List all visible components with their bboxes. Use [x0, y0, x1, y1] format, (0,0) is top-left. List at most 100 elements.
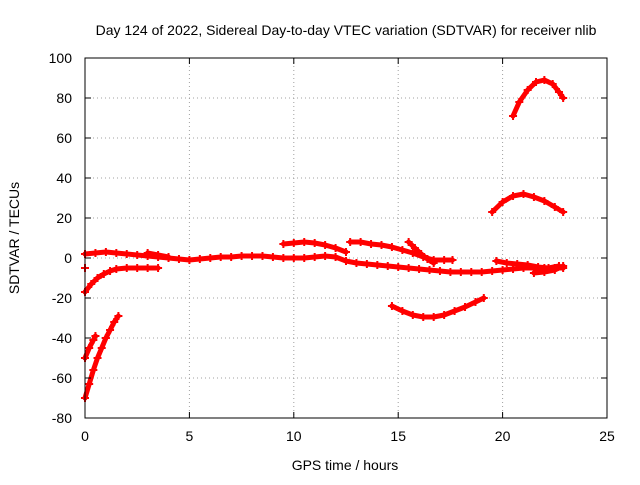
- data-point: [93, 274, 102, 282]
- data-point: [237, 252, 246, 260]
- series-trace: [531, 263, 566, 276]
- data-point: [106, 267, 115, 275]
- data-point: [548, 80, 557, 88]
- data-point: [523, 261, 532, 269]
- data-point: [492, 257, 501, 265]
- data-point: [101, 248, 110, 256]
- data-point: [532, 78, 541, 86]
- data-point: [195, 255, 204, 263]
- data-point: [91, 332, 100, 340]
- y-tick-label: 100: [49, 50, 73, 66]
- data-point: [488, 267, 497, 275]
- data-point: [387, 302, 396, 310]
- data-point: [362, 260, 371, 268]
- data-point: [289, 239, 298, 247]
- series-7: [346, 238, 457, 264]
- data-point: [342, 257, 350, 265]
- data-point: [122, 250, 131, 258]
- data-point: [477, 268, 486, 276]
- data-point: [216, 253, 225, 261]
- x-tick-label: 15: [390, 428, 406, 444]
- plot-frame: [84, 57, 608, 419]
- data-point: [509, 265, 518, 273]
- data-point: [404, 238, 413, 246]
- data-point: [346, 238, 355, 246]
- x-tick-label: 20: [495, 428, 511, 444]
- data-point: [89, 366, 98, 374]
- series-12: [492, 257, 563, 272]
- data-point: [509, 112, 518, 120]
- data-point: [143, 264, 152, 272]
- data-point: [461, 303, 470, 311]
- grid-layer: [85, 58, 607, 418]
- series-9: [387, 294, 488, 321]
- y-tick-label: -60: [52, 370, 72, 386]
- data-point: [97, 344, 106, 352]
- data-point: [398, 307, 407, 315]
- data-point: [300, 254, 309, 262]
- data-point: [559, 262, 568, 270]
- data-point: [440, 256, 449, 264]
- x-tick-label: 25: [599, 428, 615, 444]
- data-point: [133, 264, 142, 272]
- data-point: [519, 190, 528, 198]
- data-point: [321, 241, 330, 249]
- series-13: [529, 262, 568, 277]
- data-point: [404, 264, 413, 272]
- data-point: [331, 253, 340, 261]
- y-tick-label: -20: [52, 290, 72, 306]
- y-tick-label: -40: [52, 330, 72, 346]
- y-axis-title: SDTVAR / TECUs: [6, 182, 22, 294]
- data-point: [559, 208, 568, 216]
- data-point: [101, 334, 110, 342]
- data-point: [133, 251, 142, 259]
- data-point: [450, 307, 459, 315]
- data-point: [394, 263, 403, 271]
- series-8: [404, 238, 438, 267]
- data-point: [279, 254, 288, 262]
- data-point: [410, 244, 419, 252]
- series-trace: [82, 333, 98, 361]
- data-point: [498, 198, 507, 206]
- data-point: [446, 268, 455, 276]
- data-point: [112, 249, 121, 257]
- data-point: [540, 197, 549, 205]
- data-point: [448, 256, 457, 264]
- series-10: [488, 190, 568, 216]
- data-point: [164, 253, 173, 261]
- data-point: [91, 249, 100, 257]
- data-point: [85, 380, 94, 388]
- data-point: [425, 266, 434, 274]
- data-point: [300, 238, 309, 246]
- data-point: [310, 253, 319, 261]
- data-point: [440, 311, 449, 319]
- data-point: [110, 318, 119, 326]
- data-layer: [81, 76, 568, 402]
- data-point: [550, 203, 559, 211]
- data-point: [373, 261, 382, 269]
- data-point: [550, 266, 559, 274]
- data-point: [279, 240, 288, 248]
- data-point: [106, 326, 115, 334]
- data-point: [488, 208, 497, 216]
- data-point: [417, 250, 426, 258]
- tick-layer: 0 5 10 15 20 25 -80 -60 -40 -20 0 20 40 60 80 100: [49, 50, 615, 444]
- data-point: [352, 259, 361, 267]
- data-point: [367, 240, 376, 248]
- data-point: [513, 260, 522, 268]
- data-point: [356, 238, 365, 246]
- data-point: [523, 86, 532, 94]
- y-tick-label: 40: [56, 170, 72, 186]
- data-point: [498, 266, 507, 274]
- data-point: [122, 264, 131, 272]
- data-point: [423, 255, 432, 263]
- data-point: [515, 98, 524, 106]
- data-point: [554, 88, 563, 96]
- data-point: [502, 259, 511, 267]
- x-tick-label: 5: [186, 428, 194, 444]
- series-6: [279, 238, 350, 256]
- data-point: [471, 298, 480, 306]
- data-point: [509, 192, 518, 200]
- data-point: [321, 252, 330, 260]
